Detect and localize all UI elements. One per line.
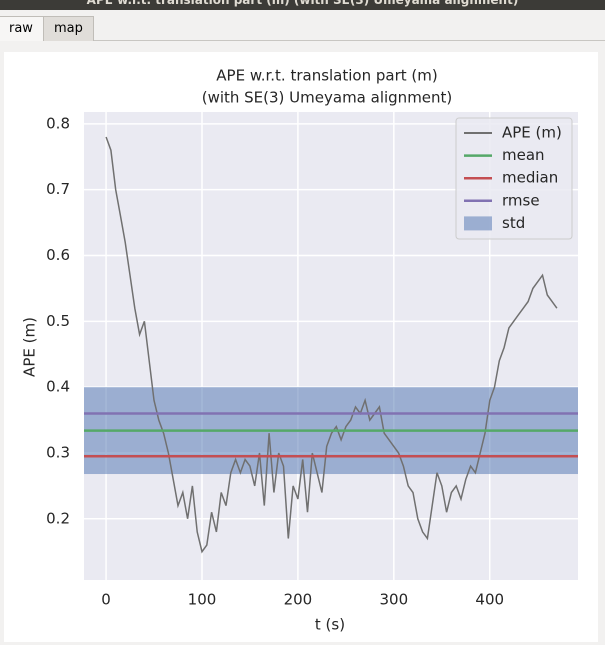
data-line <box>105 136 558 554</box>
y-tick-label: 0.5 <box>46 312 70 330</box>
legend-box <box>455 117 573 240</box>
x-tick-label: 400 <box>475 591 504 609</box>
y-tick-label: 0.3 <box>46 443 70 461</box>
y-tick-label: 0.4 <box>46 378 70 396</box>
tab-bar: raw map <box>0 10 605 41</box>
tab[interactable]: raw <box>0 16 44 41</box>
window-title: APE w.r.t. translation part (m) (with SE… <box>0 0 605 10</box>
x-axis-label: t (s) <box>315 616 345 634</box>
x-tick-label: 200 <box>284 591 313 609</box>
legend-label: mean <box>502 146 545 164</box>
y-tick-label: 0.7 <box>46 180 70 198</box>
legend-label: APE (m) <box>502 124 562 142</box>
x-tick-label: 300 <box>380 591 409 609</box>
legend-label: rmse <box>502 191 540 209</box>
chart-subtitle: (with SE(3) Umeyama alignment) <box>202 89 453 107</box>
y-tick-label: 0.6 <box>46 246 70 264</box>
legend-label: median <box>502 169 558 187</box>
x-tick-label: 0 <box>101 591 111 609</box>
tab[interactable]: map <box>43 16 94 41</box>
legend-swatch <box>464 216 492 231</box>
chart-title: APE w.r.t. translation part (m) <box>216 67 437 85</box>
chart: APE w.r.t. translation part (m) (with SE… <box>4 52 598 642</box>
legend-label: std <box>502 214 525 232</box>
x-tick-label: 100 <box>188 591 217 609</box>
y-tick-label: 0.2 <box>46 509 70 527</box>
y-tick-label: 0.8 <box>46 114 70 132</box>
y-axis-label: APE (m) <box>21 317 39 377</box>
